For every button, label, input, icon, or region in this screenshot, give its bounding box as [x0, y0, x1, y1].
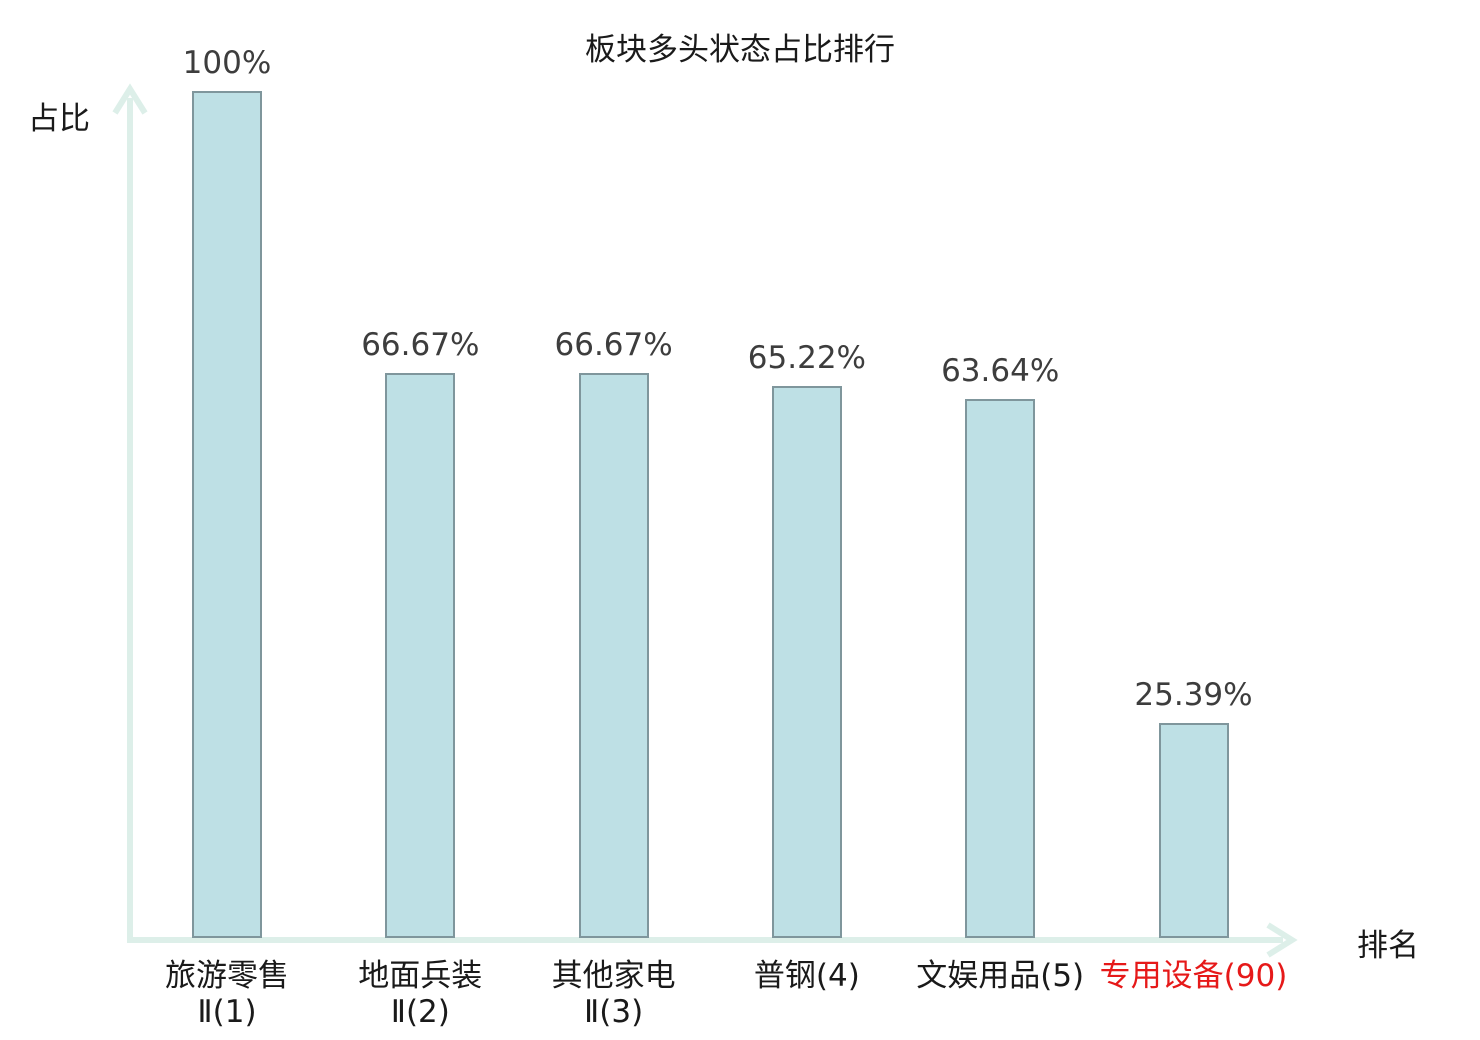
category-label-line: 地面兵装	[358, 958, 483, 994]
x-axis-arrowhead-icon	[1266, 922, 1298, 958]
y-axis-label: 占比	[28, 101, 90, 137]
bar	[1158, 723, 1229, 938]
x-axis-label: 排名	[1357, 928, 1419, 964]
bar-value-label: 65.22%	[747, 340, 866, 376]
category-label: 地面兵装 Ⅱ(2)	[358, 958, 482, 1030]
category-label: 旅游零售 Ⅱ(1)	[165, 958, 289, 1030]
category-label-line: Ⅱ(1)	[197, 994, 257, 1030]
chart-title: 板块多头状态占比排行	[585, 32, 895, 68]
bar	[192, 91, 262, 938]
category-label-line: 专用设备(90)	[1099, 958, 1288, 994]
bar-value-label: 66.67%	[361, 327, 480, 363]
bar	[578, 373, 649, 938]
bar	[385, 373, 456, 938]
category-label-line: 普钢(4)	[753, 958, 860, 994]
category-label-line: 其他家电	[551, 958, 676, 994]
category-label-line: 旅游零售	[165, 958, 289, 994]
category-label: 专用设备(90)	[1100, 958, 1288, 994]
bar-value-label: 63.64%	[941, 353, 1060, 389]
bar	[965, 399, 1036, 938]
category-label-line: Ⅱ(3)	[584, 994, 644, 1030]
category-label-line: 文娱用品(5)	[916, 958, 1085, 994]
bar-value-label: 66.67%	[554, 327, 673, 363]
category-label-line: Ⅱ(2)	[390, 994, 450, 1030]
y-axis-arrowhead-icon	[112, 83, 148, 115]
category-label: 文娱用品(5)	[916, 958, 1084, 994]
category-label: 其他家电 Ⅱ(3)	[552, 958, 676, 1030]
bar	[771, 386, 842, 938]
bar-value-label: 100%	[182, 45, 272, 81]
bar-value-label: 25.39%	[1134, 677, 1253, 713]
category-label: 普钢(4)	[754, 958, 860, 994]
